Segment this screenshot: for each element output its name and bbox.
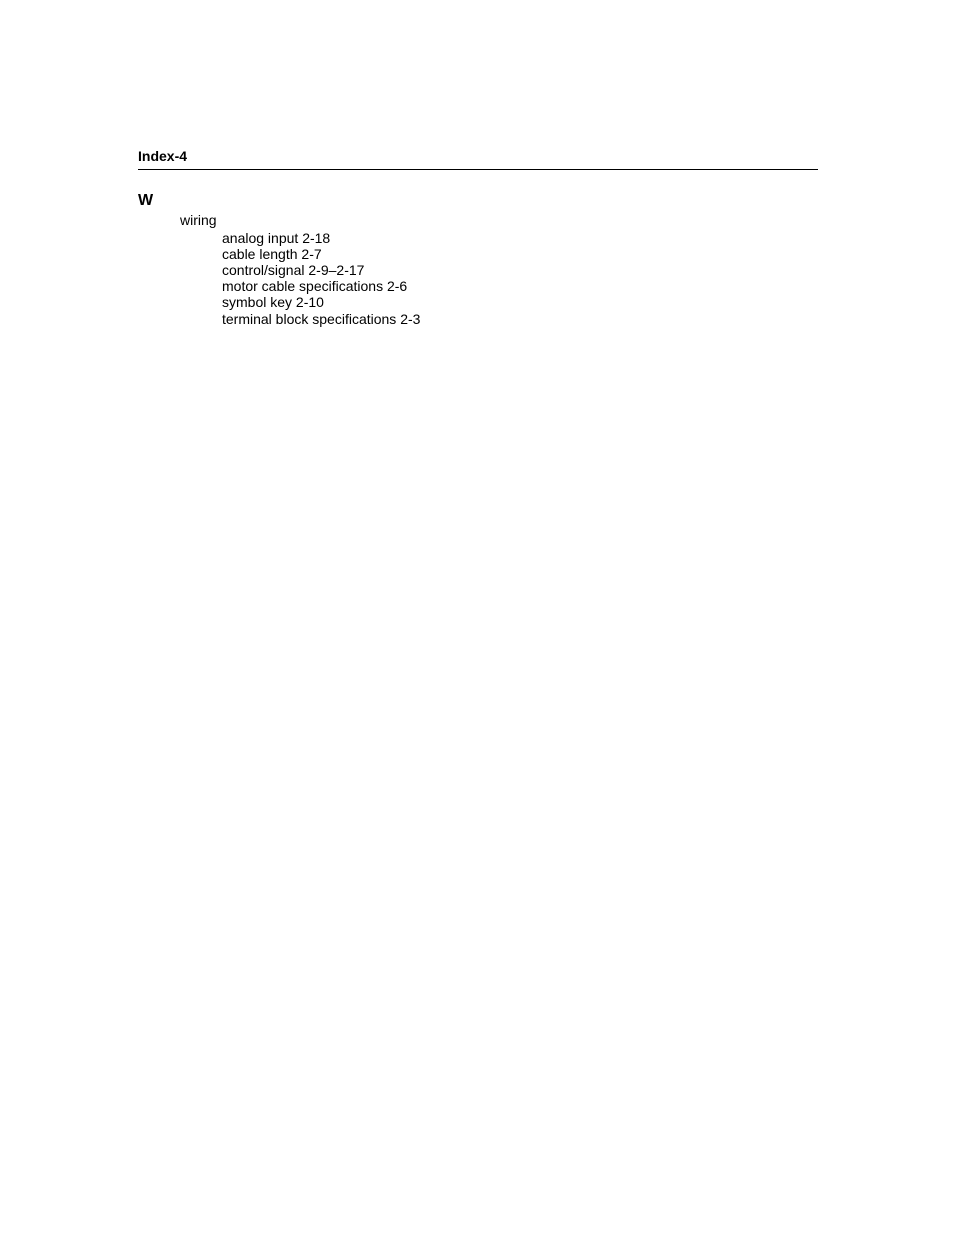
index-entry: motor cable specifications 2-6	[222, 278, 954, 294]
index-entry-ref: 2-10	[296, 294, 324, 310]
index-entry-ref: 2-18	[302, 230, 330, 246]
index-section-letter: W	[138, 192, 954, 210]
page-header-rule: Index-4	[138, 148, 818, 170]
index-entry-ref: 2-6	[387, 278, 407, 294]
index-entry-term: symbol key	[222, 294, 292, 310]
index-entry: analog input 2-18	[222, 230, 954, 246]
index-entry: cable length 2-7	[222, 246, 954, 262]
index-entry-term: terminal block specifications	[222, 311, 396, 327]
index-entry: symbol key 2-10	[222, 294, 954, 310]
index-page: Index-4 W wiring analog input 2-18 cable…	[0, 0, 954, 1235]
index-entry: terminal block specifications 2-3	[222, 311, 954, 327]
index-entry-term: motor cable specifications	[222, 278, 383, 294]
index-entry: control/signal 2-9–2-17	[222, 262, 954, 278]
page-header-label: Index-4	[138, 148, 187, 164]
index-entry-term: cable length	[222, 246, 298, 262]
index-entry-term: control/signal	[222, 262, 305, 278]
index-entries: analog input 2-18 cable length 2-7 contr…	[222, 230, 954, 327]
index-entry-ref: 2-3	[400, 311, 420, 327]
index-entry-ref: 2-7	[301, 246, 321, 262]
index-topic: wiring	[180, 212, 954, 228]
index-entry-ref: 2-9–2-17	[308, 262, 364, 278]
index-entry-term: analog input	[222, 230, 298, 246]
